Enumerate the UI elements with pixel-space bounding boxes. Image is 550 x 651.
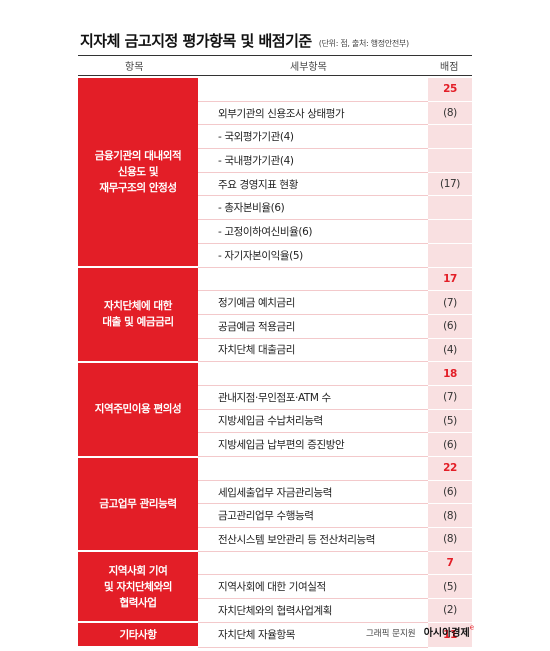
- detail-item: 세입세출업무 자금관리능력: [198, 480, 428, 505]
- table-row: 지역사회에 대한 기여실적 (5): [78, 574, 472, 600]
- footer: 그래픽 문지원 아시아경제e: [300, 621, 474, 640]
- detail-item: 자치단체 대출금리: [198, 338, 428, 363]
- table-row: 지방세입금 수납처리능력 (5): [78, 409, 472, 434]
- section-total-row: 금고업무 관리능력 22: [78, 456, 472, 553]
- table-row: 금고관리업무 수행능력 (8): [78, 503, 472, 529]
- detail-item: 공금예금 적용금리: [198, 314, 428, 339]
- section-total-row: 지역주민이용 편의성 18: [78, 361, 472, 458]
- detail-item: 금고관리업무 수행능력: [198, 503, 428, 529]
- detail-score: (8): [428, 101, 472, 126]
- detail-item: - 국내평가기관(4): [198, 148, 428, 173]
- column-header-detail: 세부항목: [290, 62, 327, 73]
- detail-cell-blank: [198, 456, 428, 481]
- category-cell: 금고업무 관리능력: [78, 456, 198, 553]
- section-total-score: 7: [428, 551, 472, 576]
- detail-cell-blank: [198, 361, 428, 386]
- detail-score: (8): [428, 503, 472, 529]
- detail-score: (6): [428, 480, 472, 505]
- detail-item: 전산시스템 보안관리 등 전산처리능력: [198, 527, 428, 552]
- category-cell: 자치단체에 대한 대출 및 예금금리: [78, 267, 198, 363]
- brand-mark-icon: e: [469, 623, 474, 632]
- table-row: - 총자본비율(6): [78, 195, 472, 221]
- detail-score: (6): [428, 314, 472, 339]
- detail-item: - 고정이하여신비율(6): [198, 219, 428, 244]
- category-cell: 금융기관의 대내외적 신용도 및 재무구조의 안정성: [78, 78, 198, 268]
- section-total-score: 18: [428, 361, 472, 386]
- detail-item: 지방세입금 수납처리능력: [198, 409, 428, 434]
- detail-score: [428, 148, 472, 173]
- detail-score: (5): [428, 574, 472, 600]
- table-row: - 국외평가기관(4): [78, 124, 472, 150]
- detail-score: [428, 124, 472, 150]
- detail-item: 지역사회에 대한 기여실적: [198, 574, 428, 600]
- header-bottom-rule: [78, 75, 472, 76]
- table-row: 지방세입금 납부편의 증진방안 (6): [78, 432, 472, 457]
- page-subtitle: (단위: 점, 출처: 행정안전부): [318, 39, 409, 48]
- table-row: 관내지점·무인점포·ATM 수 (7): [78, 385, 472, 410]
- title-row: 지자체 금고지정 평가항목 및 배점기준 (단위: 점, 출처: 행정안전부): [80, 30, 480, 52]
- detail-score: [428, 219, 472, 244]
- table-row: 자치단체와의 협력사업계획 (2): [78, 598, 472, 623]
- last-row: 기타사항 자치단체 자율항목 11: [78, 622, 472, 648]
- detail-score: (17): [428, 172, 472, 197]
- table-row: - 고정이하여신비율(6): [78, 219, 472, 244]
- section-total-score: 22: [428, 456, 472, 481]
- last-row-score: 11: [428, 622, 472, 648]
- detail-cell-blank: [198, 551, 428, 576]
- detail-score: (6): [428, 432, 472, 457]
- brand-logo: 아시아경제: [423, 628, 470, 639]
- detail-score: (7): [428, 290, 472, 315]
- detail-item: 주요 경영지표 현황: [198, 172, 428, 197]
- detail-cell-blank: [198, 267, 428, 292]
- page-title: 지자체 금고지정 평가항목 및 배점기준: [80, 32, 312, 50]
- detail-score: (5): [428, 409, 472, 434]
- detail-item: 자치단체와의 협력사업계획: [198, 598, 428, 623]
- detail-score: (7): [428, 385, 472, 410]
- section-total-score: 25: [428, 78, 472, 102]
- table-row: 전산시스템 보안관리 등 전산처리능력 (8): [78, 527, 472, 552]
- section-total-row: 자치단체에 대한 대출 및 예금금리 17: [78, 267, 472, 363]
- detail-score: [428, 243, 472, 268]
- section-total-row: 금융기관의 대내외적 신용도 및 재무구조의 안정성 25: [78, 78, 472, 268]
- table-row: 정기예금 예치금리 (7): [78, 290, 472, 315]
- detail-item: - 자기자본이익율(5): [198, 243, 428, 268]
- detail-item: 외부기관의 신용조사 상태평가: [198, 101, 428, 126]
- category-cell: 지역주민이용 편의성: [78, 361, 198, 458]
- table-row: 외부기관의 신용조사 상태평가 (8): [78, 101, 472, 126]
- detail-cell-blank: [198, 78, 428, 102]
- category-cell-other: 기타사항: [78, 622, 198, 648]
- detail-item: - 총자본비율(6): [198, 195, 428, 221]
- detail-item: 지방세입금 납부편의 증진방안: [198, 432, 428, 457]
- detail-item: 정기예금 예치금리: [198, 290, 428, 315]
- detail-score: (8): [428, 527, 472, 552]
- detail-score: (2): [428, 598, 472, 623]
- category-cell: 지역사회 기여 및 자치단체와의 협력사업: [78, 551, 198, 624]
- column-header-category: 항목: [125, 62, 144, 73]
- section-total-score: 17: [428, 267, 472, 292]
- criteria-table: 금융기관의 대내외적 신용도 및 재무구조의 안정성 25 외부기관의 신용조사 상…: [78, 78, 472, 648]
- table-row: - 자기자본이익율(5): [78, 243, 472, 268]
- detail-item: - 국외평가기관(4): [198, 124, 428, 150]
- section-total-row: 지역사회 기여 및 자치단체와의 협력사업 7: [78, 551, 472, 624]
- table-row: 공금예금 적용금리 (6): [78, 314, 472, 339]
- table-row: 세입세출업무 자금관리능력 (6): [78, 480, 472, 505]
- header-top-rule: [78, 55, 472, 56]
- table-row: 자치단체 대출금리 (4): [78, 338, 472, 363]
- detail-score: (4): [428, 338, 472, 363]
- graphic-credit: 그래픽 문지원: [365, 629, 416, 639]
- table-row: - 국내평가기관(4): [78, 148, 472, 173]
- column-header-score: 배점: [440, 62, 459, 73]
- detail-item: 자치단체 자율항목: [198, 622, 428, 648]
- detail-item: 관내지점·무인점포·ATM 수: [198, 385, 428, 410]
- detail-score: [428, 195, 472, 221]
- table-row: 주요 경영지표 현황 (17): [78, 172, 472, 197]
